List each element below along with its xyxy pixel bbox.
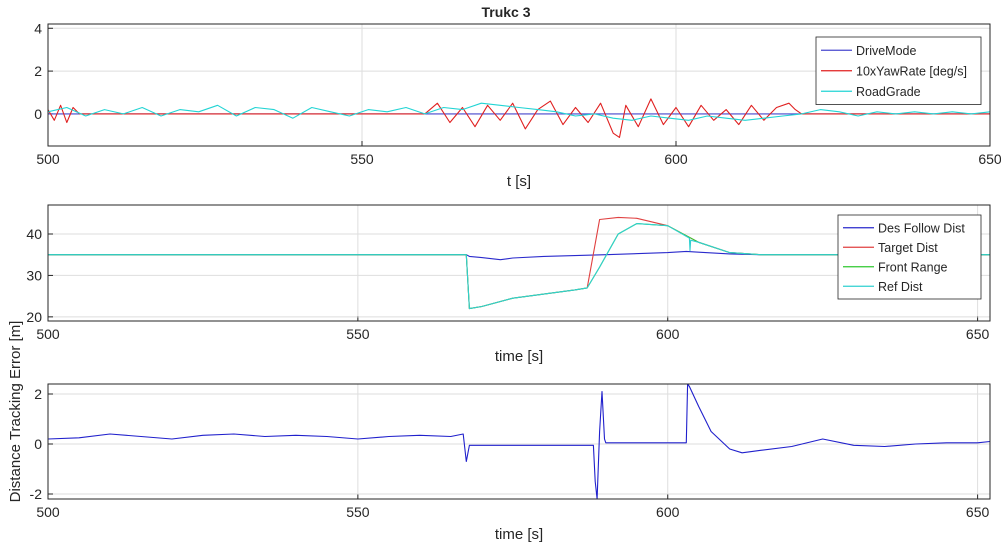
plot0-x-tick-label: 500 xyxy=(36,151,60,167)
plot1-x-tick-label: 650 xyxy=(966,326,990,342)
plot2-y-tick-label: -2 xyxy=(30,486,43,502)
plot1-axes-frame xyxy=(47,204,991,322)
plot0-y-tick-label: 4 xyxy=(34,20,42,36)
plot0-x-axis-label: t [s] xyxy=(507,173,531,190)
plot0-legend-label: DriveMode xyxy=(856,44,916,58)
plot0-line-10xyawrate-deg-s xyxy=(47,98,990,138)
figure-title: Trukc 3 xyxy=(481,4,530,20)
plot0-axes-frame xyxy=(47,23,991,147)
plot1-y-tick-label: 20 xyxy=(26,309,42,325)
middle-subplot: 500 550 600 650 20 30 40 time [s] Des Follow Dis… xyxy=(26,204,991,365)
plot2-x-tick-label: 500 xyxy=(36,504,60,520)
bottom-subplot: 500 550 600 650 -2 0 2 time [s] Distance Trackin… xyxy=(7,321,991,543)
plot2-y-tick-label: 2 xyxy=(34,386,42,402)
plot2-x-tick-label: 550 xyxy=(346,504,370,520)
plot0-y-tick-label: 0 xyxy=(34,106,42,122)
plot0-x-tick-label: 600 xyxy=(664,151,688,167)
plot1-y-tick-label: 30 xyxy=(26,267,42,283)
plot1-axes-background xyxy=(48,205,990,321)
top-subplot: 500 550 600 650 0 2 4 t [s] DriveMode 10xYawRate … xyxy=(34,20,1001,190)
plot1-x-axis-label: time [s] xyxy=(495,348,543,365)
plot0-legend-label: 10xYawRate [deg/s] xyxy=(856,64,967,78)
plot1-legend xyxy=(837,214,982,300)
plot1-x-tick-label: 550 xyxy=(346,326,370,342)
plot2-axes-frame xyxy=(47,383,991,500)
plot0-line-roadgrade xyxy=(47,102,991,121)
plot2-y-axis-label: Distance Tracking Error [m] xyxy=(7,321,24,503)
plot1-legend-label: Front Range xyxy=(878,260,948,274)
plot2-x-axis-label: time [s] xyxy=(495,526,543,543)
plot2-x-tick-label: 650 xyxy=(966,504,990,520)
plot1-legend-label: Ref Dist xyxy=(878,280,923,294)
plot1-legend-label: Target Dist xyxy=(878,241,938,255)
plot1-x-tick-label: 600 xyxy=(656,326,680,342)
plot1-x-tick-label: 500 xyxy=(36,326,60,342)
plot0-y-tick-label: 2 xyxy=(34,63,42,79)
plot1-line-ref-dist xyxy=(48,223,990,310)
plot1-legend-label: Des Follow Dist xyxy=(878,221,965,235)
plot1-y-tick-label: 40 xyxy=(26,226,42,242)
plot2-axes-background xyxy=(48,384,990,499)
plot2-y-tick-label: 0 xyxy=(34,436,42,452)
plot0-legend-label: RoadGrade xyxy=(856,85,921,99)
plot0-x-tick-label: 550 xyxy=(350,151,374,167)
plot0-x-tick-label: 650 xyxy=(978,151,1001,167)
plot2-x-tick-label: 600 xyxy=(656,504,680,520)
plot1-line-des-follow-dist xyxy=(48,250,990,261)
